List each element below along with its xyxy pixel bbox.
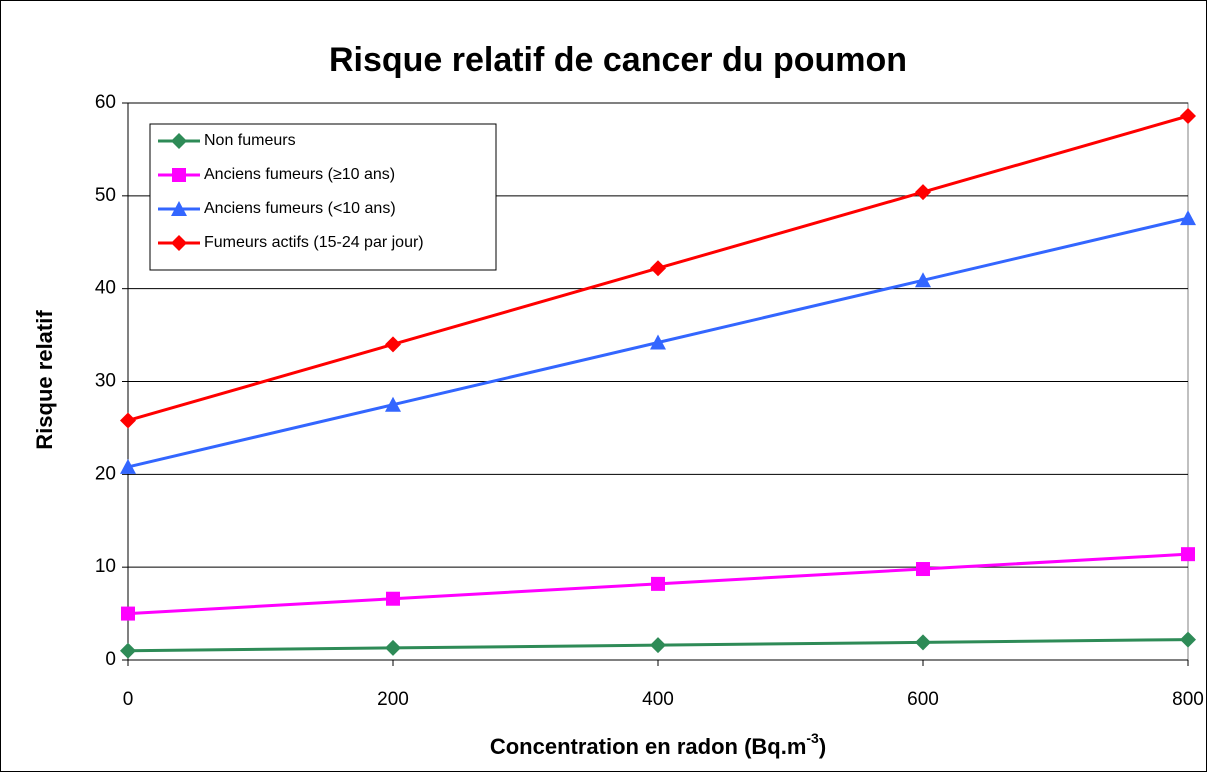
x-label-sup: -3	[806, 730, 819, 746]
x-tick-label: 600	[907, 689, 939, 710]
marker	[385, 639, 401, 656]
x-label-text: Concentration en radon (Bq.m	[490, 734, 807, 759]
x-label-suffix: )	[819, 734, 826, 759]
y-axis-label: Risque relatif	[32, 310, 57, 450]
marker	[650, 637, 666, 654]
marker	[1181, 547, 1195, 562]
marker	[915, 634, 931, 651]
marker	[120, 412, 136, 429]
chart-title: Risque relatif de cancer du poumon	[329, 41, 907, 79]
y-tick-label: 30	[95, 371, 116, 392]
marker	[172, 168, 186, 182]
marker	[171, 201, 187, 216]
legend-label: Anciens fumeurs (<10 ans)	[204, 200, 396, 217]
marker	[385, 336, 401, 353]
marker	[171, 133, 187, 149]
y-tick-label: 0	[105, 649, 116, 670]
x-tick-label: 400	[642, 689, 674, 710]
legend-label: Fumeurs actifs (15-24 par jour)	[204, 234, 424, 251]
marker	[121, 606, 135, 621]
y-tick-label: 50	[95, 185, 116, 206]
marker	[651, 576, 665, 591]
marker	[385, 396, 401, 412]
y-tick-label: 60	[95, 92, 116, 113]
marker	[650, 334, 666, 350]
marker	[171, 235, 187, 251]
y-tick-label: 20	[95, 463, 116, 484]
legend-label: Anciens fumeurs (≥10 ans)	[204, 166, 395, 183]
marker	[650, 260, 666, 277]
x-tick-label: 200	[377, 689, 409, 710]
x-tick-label: 800	[1172, 689, 1204, 710]
marker	[1180, 210, 1196, 226]
y-tick-label: 40	[95, 278, 116, 299]
marker	[915, 272, 931, 288]
marker	[120, 642, 136, 659]
x-axis-label: Concentration en radon (Bq.m-3)	[490, 730, 826, 759]
marker	[1180, 107, 1196, 124]
legend-box	[149, 123, 497, 271]
marker	[1180, 631, 1196, 648]
marker	[916, 562, 930, 577]
marker	[386, 591, 400, 606]
x-tick-label: 0	[123, 689, 134, 710]
marker	[120, 458, 136, 474]
marker	[915, 184, 931, 201]
legend-label: Non fumeurs	[204, 132, 296, 149]
y-tick-label: 10	[95, 556, 116, 577]
